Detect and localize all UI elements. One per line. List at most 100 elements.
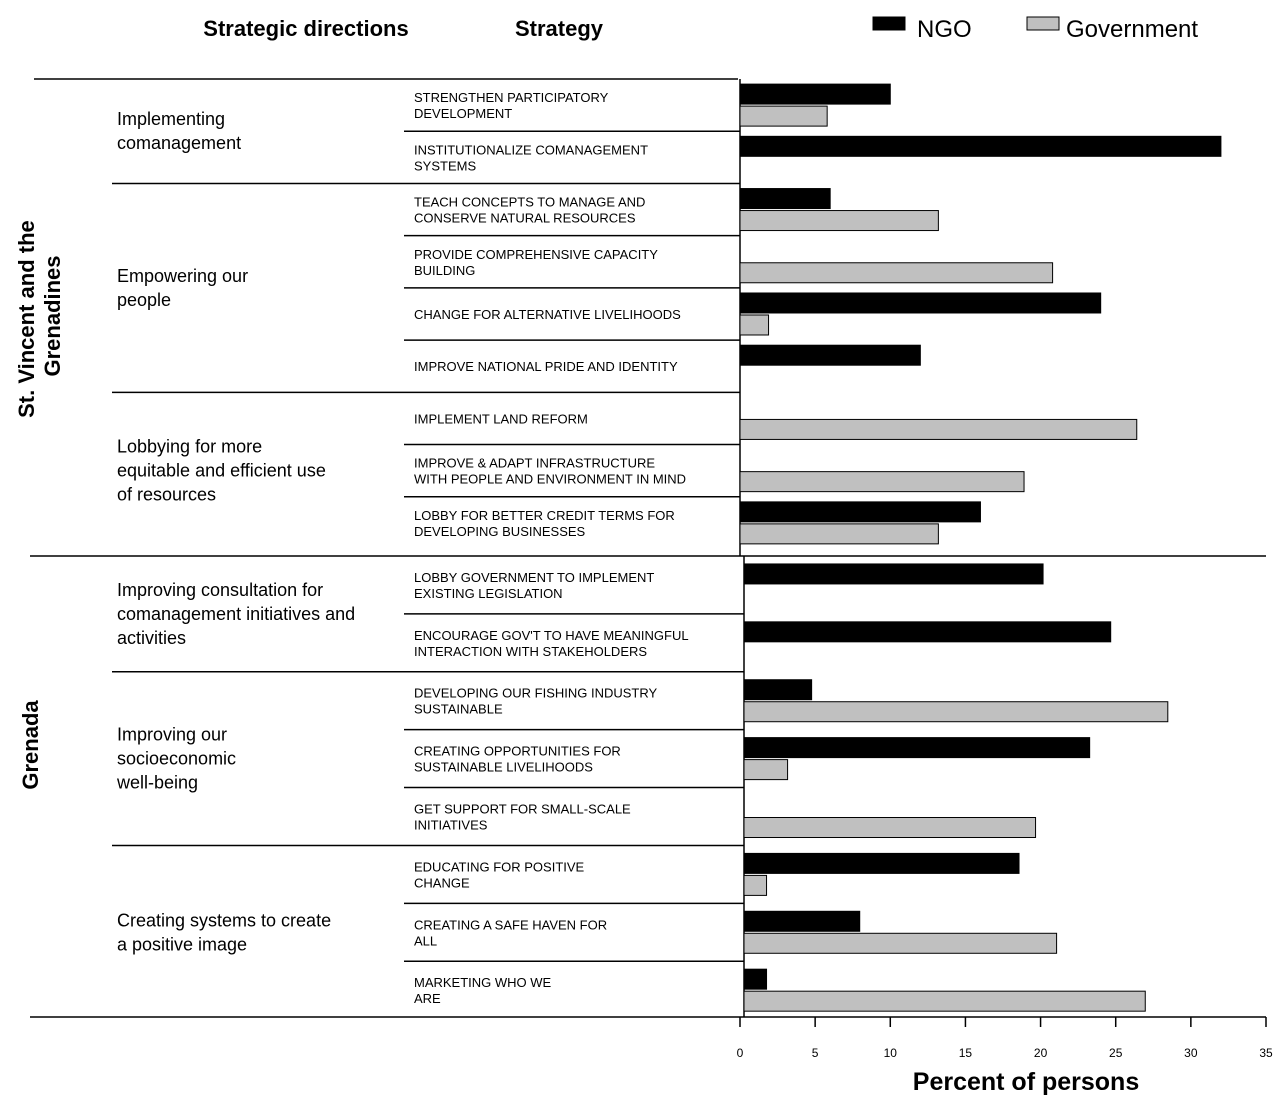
bar-ngo [743, 968, 768, 990]
chart-bars [739, 83, 1222, 1012]
bar-government [743, 874, 768, 896]
strategy-label-line: CREATING A SAFE HAVEN FOR [414, 917, 607, 932]
strategy-label-line: LOBBY FOR BETTER CREDIT TERMS FOR [414, 508, 675, 523]
strategy-label-line: INTERACTION WITH STAKEHOLDERS [414, 644, 647, 659]
x-tick-label: 10 [884, 1046, 898, 1060]
strategy-label-line: SYSTEMS [414, 158, 476, 173]
strategy-label-line: CREATING OPPORTUNITIES FOR [414, 744, 621, 759]
strategy-label: EDUCATING FOR POSITIVE CHANGE [414, 859, 585, 890]
bar-government [739, 418, 1138, 440]
bar-ngo [743, 679, 813, 701]
x-tick-label: 25 [1109, 1046, 1123, 1060]
strategy-label-line: SUSTAINABLE LIVELIHOODS [414, 760, 593, 775]
strategic-directions-header: Strategic directions [203, 16, 408, 41]
legend-label-government: Government [1066, 16, 1198, 43]
bar-government [739, 262, 1054, 284]
bar-ngo [743, 621, 1112, 643]
direction-label-line: Empowering our [117, 266, 248, 286]
strategy-label-line: IMPLEMENT LAND REFORM [414, 411, 588, 426]
x-tick-label: 20 [1034, 1046, 1048, 1060]
direction-label-line: Improving consultation for [117, 580, 323, 600]
strategy-label: IMPROVE & ADAPT INFRASTRUCTURE WITH PEOPL… [414, 456, 686, 487]
bar-ngo [739, 83, 891, 105]
bar-government [739, 210, 939, 232]
direction-label-line: activities [117, 628, 186, 648]
legend-label-ngo: NGO [917, 16, 972, 43]
direction-label-line: equitable and efficient use [117, 461, 326, 481]
strategy-label-line: GET SUPPORT FOR SMALL-SCALE [414, 802, 631, 817]
strategy-label-line: IMPROVE NATIONAL PRIDE AND IDENTITY [414, 359, 678, 374]
strategy-label: LOBBY FOR BETTER CREDIT TERMS FOR DEVELOP… [414, 508, 675, 539]
direction-label: Empowering our people [117, 266, 248, 310]
x-axis: 0 5 10 15 20 25 30 35 [30, 1016, 1273, 1060]
strategy-label: MARKETING WHO WE ARE [414, 975, 552, 1006]
bar-ngo [743, 910, 861, 932]
strategy-label: CHANGE FOR ALTERNATIVE LIVELIHOODS [414, 307, 681, 322]
strategy-label: CREATING A SAFE HAVEN FOR ALL [414, 917, 607, 948]
bar-government [743, 817, 1037, 839]
legend-swatch-ngo [872, 16, 906, 31]
direction-label-line: people [117, 290, 171, 310]
strategy-label-line: PROVIDE COMPREHENSIVE CAPACITY [414, 247, 658, 262]
strategy-label-line: DEVELOPMENT [414, 106, 512, 121]
region-label-grenada: Grenada [18, 700, 43, 790]
x-tick-label: 30 [1184, 1046, 1198, 1060]
strategy-label-line: IMPROVE & ADAPT INFRASTRUCTURE [414, 456, 655, 471]
strategy-label-line: BUILDING [414, 263, 475, 278]
strategy-label: CREATING OPPORTUNITIES FOR SUSTAINABLE LI… [414, 744, 621, 775]
strategy-label: TEACH CONCEPTS TO MANAGE AND CONSERVE NAT… [414, 195, 645, 226]
strategy-label: INSTITUTIONALIZE COMANAGEMENT SYSTEMS [414, 142, 648, 173]
strategy-label-line: CONSERVE NATURAL RESOURCES [414, 211, 636, 226]
strategy-label: ENCOURAGE GOV'T TO HAVE MEANINGFUL INTERA… [414, 628, 689, 659]
strategy-label: GET SUPPORT FOR SMALL-SCALE INITIATIVES [414, 802, 631, 833]
strategy-label-line: CHANGE [414, 875, 470, 890]
direction-label-line: comanagement initiatives and [117, 604, 355, 624]
bar-ngo [743, 737, 1091, 759]
direction-label-line: a positive image [117, 934, 247, 954]
strategy-label-line: ARE [414, 991, 441, 1006]
strategy-label-line: WITH PEOPLE AND ENVIRONMENT IN MIND [414, 472, 686, 487]
bar-government [739, 314, 770, 336]
strategy-label-line: EXISTING LEGISLATION [414, 586, 563, 601]
legend: NGO Government [872, 16, 1198, 43]
strategy-label-line: ALL [414, 933, 437, 948]
legend-swatch-government [1026, 16, 1060, 31]
x-tick-label: 15 [959, 1046, 973, 1060]
direction-label: Creating systems to create a positive ima… [117, 910, 331, 954]
strategy-label: IMPROVE NATIONAL PRIDE AND IDENTITY [414, 359, 678, 374]
direction-label-line: Lobbying for more [117, 437, 262, 457]
strategy-label: STRENGTHEN PARTICIPATORY DEVELOPMENT [414, 90, 609, 121]
strategy-header: Strategy [515, 16, 604, 41]
strategy-label-line: EDUCATING FOR POSITIVE [414, 859, 585, 874]
x-tick-label: 35 [1259, 1046, 1273, 1060]
strategy-label-line: DEVELOPING BUSINESSES [414, 524, 586, 539]
bar-government [743, 759, 789, 781]
direction-label: Improving our socioeconomic well-being [116, 725, 236, 793]
region-label-line: Grenadines [40, 255, 65, 376]
strategy-label-line: ENCOURAGE GOV'T TO HAVE MEANINGFUL [414, 628, 689, 643]
direction-label-line: Improving our [117, 725, 227, 745]
strategy-label-line: INSTITUTIONALIZE COMANAGEMENT [414, 142, 648, 157]
strategy-label-line: SUSTAINABLE [414, 702, 503, 717]
x-axis-label: Percent of persons [913, 1068, 1139, 1096]
x-tick-label: 5 [812, 1046, 819, 1060]
chart-rows: Implementing comanagement STRENGTHEN PARTI… [30, 78, 1266, 1017]
direction-label-line: of resources [117, 485, 216, 505]
direction-label: Lobbying for more equitable and efficient… [117, 437, 326, 505]
bar-ngo [739, 501, 981, 523]
bar-ngo [743, 563, 1044, 585]
direction-label-line: comanagement [117, 133, 241, 153]
strategy-label-line: CHANGE FOR ALTERNATIVE LIVELIHOODS [414, 307, 681, 322]
strategy-label: LOBBY GOVERNMENT TO IMPLEMENT EXISTING LE… [414, 570, 654, 601]
bar-ngo [739, 292, 1102, 314]
strategy-label: IMPLEMENT LAND REFORM [414, 411, 588, 426]
bar-government [743, 701, 1169, 723]
direction-label: Improving consultation for comanagement i… [117, 580, 355, 648]
bar-government [739, 471, 1025, 493]
bar-ngo [739, 344, 921, 366]
strategy-label: DEVELOPING OUR FISHING INDUSTRY SUSTAINAB… [414, 686, 658, 717]
bar-government [739, 523, 939, 545]
direction-label-line: socioeconomic [117, 749, 236, 769]
strategy-label-line: DEVELOPING OUR FISHING INDUSTRY [414, 686, 658, 701]
